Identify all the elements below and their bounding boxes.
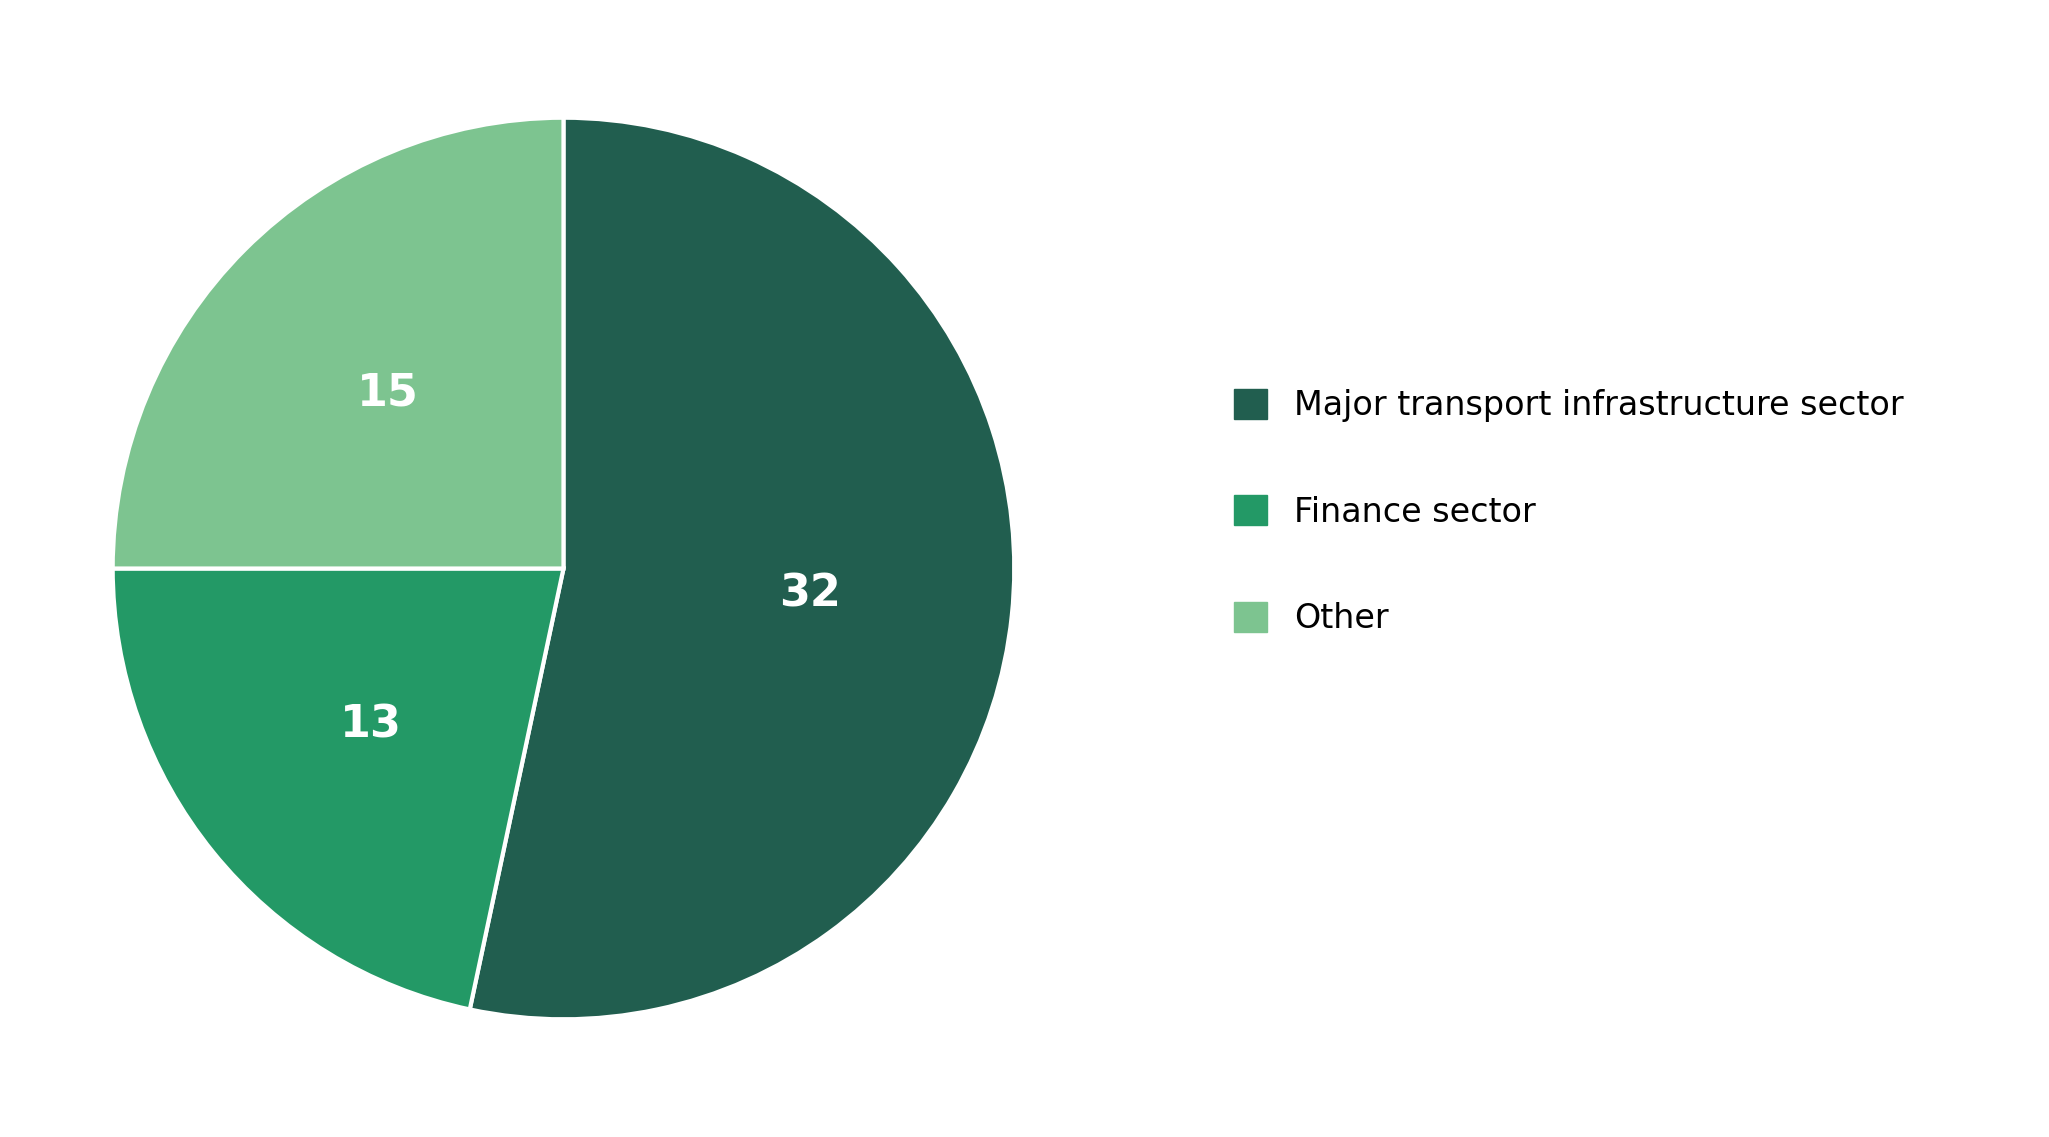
Wedge shape	[469, 118, 1014, 1019]
Text: 13: 13	[340, 703, 402, 746]
Text: 15: 15	[357, 372, 420, 415]
Wedge shape	[113, 118, 563, 568]
Legend: Major transport infrastructure sector, Finance sector, Other: Major transport infrastructure sector, F…	[1233, 389, 1904, 636]
Text: 32: 32	[779, 573, 840, 616]
Wedge shape	[113, 568, 563, 1010]
